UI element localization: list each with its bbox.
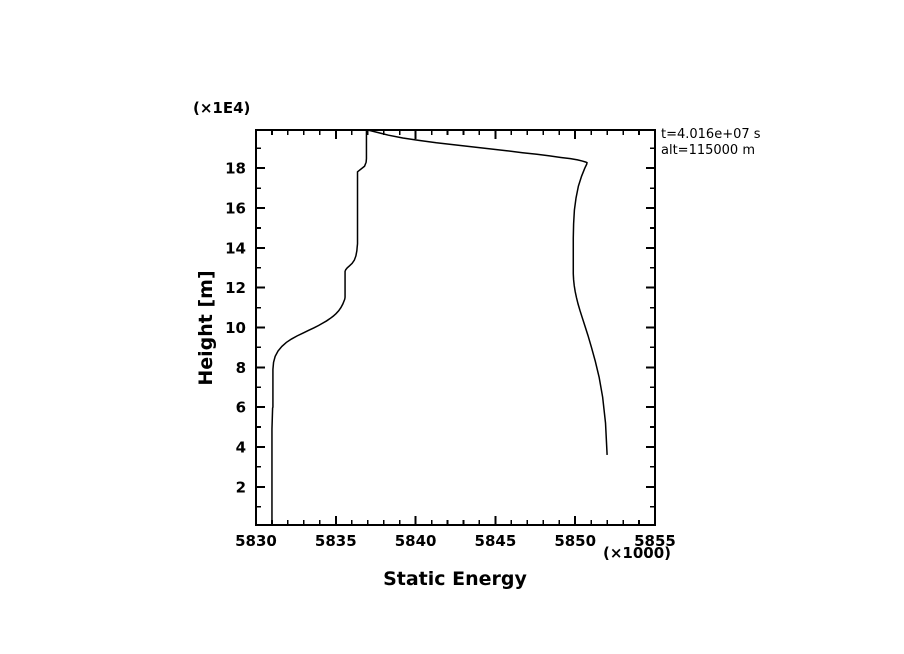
x-tick-label: 5855 bbox=[634, 532, 676, 550]
x-tick-label: 5830 bbox=[235, 532, 277, 550]
x-tick-label: 5850 bbox=[554, 532, 596, 550]
static-energy-curve bbox=[271, 129, 608, 525]
y-axis-multiplier-label: (×1E4) bbox=[193, 99, 250, 117]
y-tick-label: 4 bbox=[236, 438, 246, 456]
y-axis-tick-labels: 2 4 6 8 10 12 14 16 18 bbox=[225, 160, 246, 497]
y-tick-label: 2 bbox=[236, 478, 246, 496]
x-axis-multiplier-label: (×1000) bbox=[603, 544, 671, 562]
x-axis-title: Static Energy bbox=[383, 568, 527, 590]
x-axis-ticks bbox=[255, 130, 656, 525]
x-tick-label: 5835 bbox=[315, 532, 357, 550]
x-tick-label: 5840 bbox=[395, 532, 437, 550]
y-tick-label: 6 bbox=[236, 399, 246, 417]
y-tick-label: 8 bbox=[236, 359, 246, 377]
y-tick-label: 16 bbox=[225, 200, 246, 218]
y-tick-label: 18 bbox=[225, 160, 246, 178]
annotation-time: t=4.016e+07 s bbox=[661, 127, 761, 142]
annotation-altitude: alt=115000 m bbox=[661, 143, 755, 158]
y-axis-title: Height [m] bbox=[195, 270, 217, 385]
y-tick-label: 12 bbox=[225, 279, 246, 297]
y-tick-label: 10 bbox=[225, 319, 246, 337]
x-axis-tick-labels: 5830 5835 5840 5845 5850 5855 bbox=[235, 532, 676, 550]
y-tick-label: 14 bbox=[225, 239, 246, 257]
y-axis-ticks bbox=[256, 147, 655, 508]
x-tick-label: 5845 bbox=[475, 532, 517, 550]
